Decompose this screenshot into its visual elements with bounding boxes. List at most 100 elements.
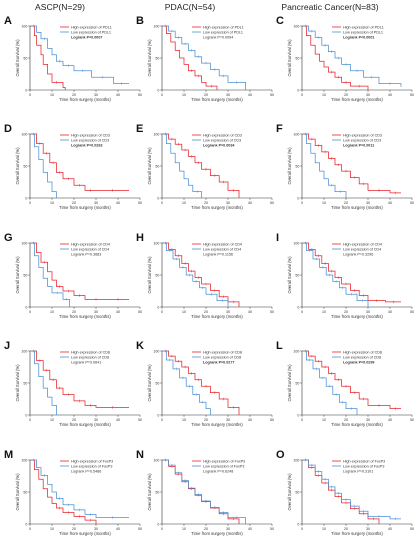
y-tick-label: 100 xyxy=(21,24,27,28)
x-tick-label: 40 xyxy=(248,527,252,531)
x-tick-label: 50 xyxy=(410,93,414,97)
y-tick-label: 0 xyxy=(157,522,159,526)
survival-curve-high xyxy=(162,133,240,198)
x-axis-label: Time from surgery (months) xyxy=(331,314,383,319)
panel-letter: O xyxy=(276,449,285,461)
x-tick-label: 0 xyxy=(301,418,303,422)
y-tick-label: 50 xyxy=(23,381,27,385)
y-tick-label: 50 xyxy=(295,381,299,385)
y-tick-label: 0 xyxy=(157,88,159,92)
x-tick-label: 40 xyxy=(248,310,252,314)
x-tick-label: 40 xyxy=(116,201,120,205)
panel-letter: E xyxy=(136,123,143,135)
legend-label-low: Low expression of CD3 xyxy=(343,138,381,142)
km-panel-j: J 0 10 20 30 40 50 0 50 100 Time from surgery (mon… xyxy=(4,340,142,427)
survival-curve-low xyxy=(30,25,129,84)
km-panel-l: L 0 10 20 30 40 50 0 50 100 Time from surgery (mon… xyxy=(276,340,414,427)
legend-label-low: Low expression of CD8 xyxy=(71,355,109,359)
x-tick-label: 10 xyxy=(182,201,186,205)
logrank-p-value: Logrank P=0.0299 xyxy=(343,360,374,364)
y-tick-label: 100 xyxy=(21,458,27,462)
km-panel-m: M 0 10 20 30 40 50 0 50 100 Time from surgery (mon… xyxy=(4,449,142,536)
y-tick-label: 0 xyxy=(157,305,159,309)
y-tick-label: 0 xyxy=(297,305,299,309)
column-titles: ASCP(N=29) PDAC(N=54) Pancreatic Cancer(… xyxy=(35,2,379,12)
legend-label-high: High expression of FoxP3 xyxy=(203,459,245,463)
survival-curve-high xyxy=(30,25,66,90)
x-tick-label: 50 xyxy=(270,93,274,97)
x-tick-label: 20 xyxy=(344,527,348,531)
y-tick-label: 50 xyxy=(155,381,159,385)
survival-curve-low xyxy=(30,350,57,415)
legend-label-high: High expression of CD3 xyxy=(203,133,242,137)
x-tick-label: 50 xyxy=(270,201,274,205)
x-tick-label: 30 xyxy=(226,418,230,422)
x-axis-label: Time from surgery (months) xyxy=(191,422,243,427)
x-tick-label: 30 xyxy=(366,93,370,97)
x-tick-label: 40 xyxy=(116,93,120,97)
x-tick-label: 20 xyxy=(72,527,76,531)
x-tick-label: 0 xyxy=(29,527,31,531)
panel-letter: L xyxy=(276,340,283,352)
x-axis-label: Time from surgery (months) xyxy=(191,205,243,210)
y-tick-label: 0 xyxy=(25,196,27,200)
survival-curve-high xyxy=(162,242,240,307)
y-axis-label: Overall Survival (%) xyxy=(15,39,20,77)
x-tick-label: 50 xyxy=(270,418,274,422)
y-axis-label: Overall Survival (%) xyxy=(287,147,292,185)
survival-curve-low xyxy=(302,133,347,198)
column-title-pancreatic-cancer: Pancreatic Cancer(N=83) xyxy=(281,2,378,12)
logrank-p-value: Logrank P=0.3101 xyxy=(343,469,373,473)
x-axis-label: Time from surgery (months) xyxy=(59,205,111,210)
panel-letter: F xyxy=(276,123,283,135)
x-tick-label: 50 xyxy=(410,527,414,531)
legend-label-high: High expression of CD3 xyxy=(71,133,110,137)
logrank-p-value: Logrank P=0.0641 xyxy=(71,360,101,364)
x-axis-label: Time from surgery (months) xyxy=(331,205,383,210)
logrank-p-value: Logrank P=0.3296 xyxy=(343,252,373,256)
survival-curve-low xyxy=(30,242,70,307)
panel-letter: I xyxy=(276,232,279,244)
x-tick-label: 10 xyxy=(50,527,54,531)
x-tick-label: 10 xyxy=(50,93,54,97)
x-tick-label: 40 xyxy=(116,310,120,314)
x-tick-label: 10 xyxy=(50,310,54,314)
y-tick-label: 0 xyxy=(297,522,299,526)
legend-label-low: Low expression of CD4 xyxy=(343,247,381,251)
legend-label-low: Low expression of FoxP3 xyxy=(203,464,244,468)
survival-curve-low xyxy=(162,25,246,90)
y-tick-label: 50 xyxy=(295,490,299,494)
km-panel-f: F 0 10 20 30 40 50 0 50 100 Time from surgery (mon… xyxy=(276,123,414,210)
y-tick-label: 50 xyxy=(155,490,159,494)
km-panel-d: D 0 10 20 30 40 50 0 50 100 Time from surgery (mon… xyxy=(4,123,142,210)
y-axis-label: Overall Survival (%) xyxy=(147,256,152,294)
x-tick-label: 30 xyxy=(226,201,230,205)
x-tick-label: 30 xyxy=(94,201,98,205)
x-tick-label: 10 xyxy=(322,527,326,531)
legend-label-low: Low expression of PDL1 xyxy=(203,30,243,34)
logrank-p-value: Logrank P<0.0001 xyxy=(343,35,374,39)
y-tick-label: 50 xyxy=(155,164,159,168)
y-tick-label: 50 xyxy=(23,490,27,494)
x-tick-label: 30 xyxy=(94,418,98,422)
legend-label-high: High expression of CD4 xyxy=(203,242,242,246)
km-panel-i: I 0 10 20 30 40 50 0 50 100 Time from surgery (mon… xyxy=(276,232,414,319)
x-axis-label: Time from surgery (months) xyxy=(331,97,383,102)
x-tick-label: 20 xyxy=(204,201,208,205)
x-tick-label: 0 xyxy=(161,201,163,205)
y-tick-label: 100 xyxy=(153,132,159,136)
legend-label-low: Low expression of CD8 xyxy=(203,355,241,359)
panel-letter: B xyxy=(136,15,144,27)
logrank-p-value: Logrank P=0.0263 xyxy=(71,143,102,147)
x-tick-label: 30 xyxy=(366,527,370,531)
y-tick-label: 100 xyxy=(293,132,299,136)
survival-curve-high xyxy=(302,25,369,90)
x-tick-label: 20 xyxy=(344,418,348,422)
legend-label-low: Low expression of CD4 xyxy=(203,247,241,251)
x-tick-label: 0 xyxy=(29,310,31,314)
legend-label-high: High expression of CD8 xyxy=(343,350,382,354)
y-tick-label: 50 xyxy=(295,164,299,168)
x-tick-label: 10 xyxy=(182,418,186,422)
y-tick-label: 50 xyxy=(23,56,27,60)
y-tick-label: 0 xyxy=(157,413,159,417)
